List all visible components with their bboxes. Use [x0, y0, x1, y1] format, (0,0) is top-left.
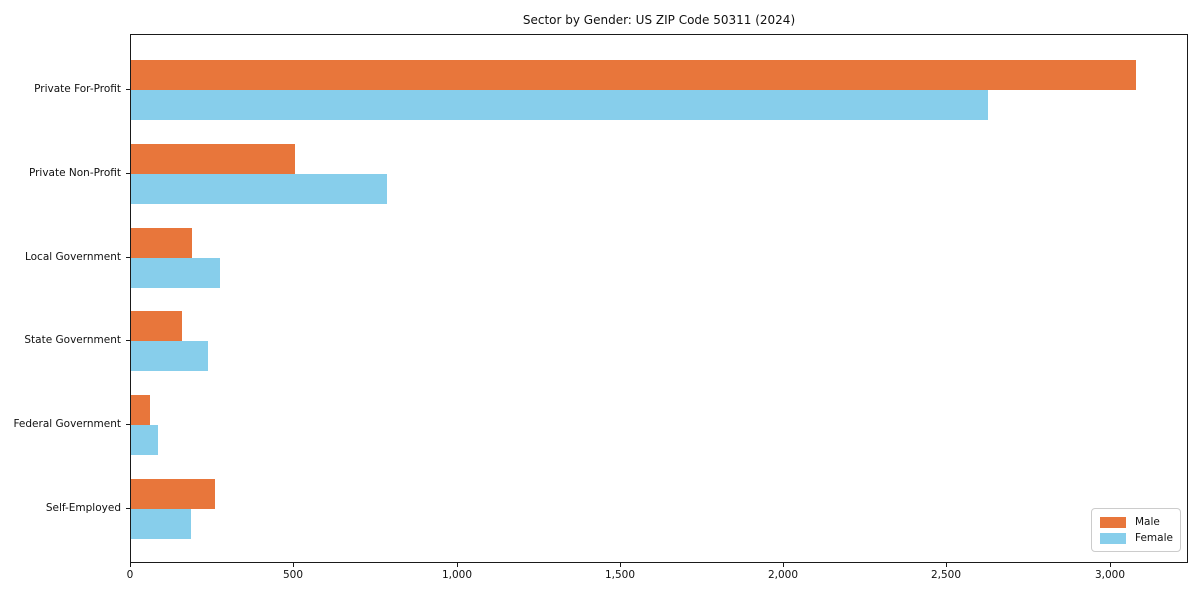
y-axis-label-5: Self-Employed — [45, 502, 121, 514]
chart-title: Sector by Gender: US ZIP Code 50311 (202… — [522, 13, 796, 27]
bar-female-0 — [131, 90, 988, 120]
x-tick-label-3: 1,500 — [604, 569, 636, 581]
bar-female-3 — [131, 341, 208, 371]
bar-female-5 — [131, 509, 191, 539]
y-tick-mark-2 — [126, 257, 130, 258]
y-axis-label-1: Private Non-Profit — [28, 167, 121, 179]
bar-female-2 — [131, 258, 220, 288]
x-tick-label-4: 2,000 — [767, 569, 799, 581]
plot-area — [130, 34, 1188, 563]
y-axis-label-0: Private For-Profit — [34, 83, 121, 95]
x-tick-mark-1 — [293, 563, 294, 567]
y-tick-mark-3 — [126, 340, 130, 341]
x-tick-mark-5 — [946, 563, 947, 567]
bar-male-5 — [131, 479, 215, 509]
bar-male-2 — [131, 228, 192, 258]
x-tick-mark-2 — [457, 563, 458, 567]
legend-item-male: Male — [1100, 516, 1172, 528]
bar-female-1 — [131, 174, 387, 204]
x-tick-mark-4 — [783, 563, 784, 567]
bar-male-3 — [131, 311, 182, 341]
bar-male-1 — [131, 144, 295, 174]
bar-male-4 — [131, 395, 150, 425]
x-tick-mark-0 — [130, 563, 131, 567]
legend: Male Female — [1091, 508, 1181, 552]
legend-label-female: Female — [1135, 532, 1173, 544]
y-tick-mark-4 — [126, 424, 130, 425]
legend-label-male: Male — [1135, 516, 1160, 528]
legend-item-female: Female — [1100, 532, 1173, 544]
female-series-swatch — [1100, 532, 1126, 544]
x-tick-label-0: 0 — [126, 569, 134, 581]
y-tick-mark-0 — [126, 89, 130, 90]
y-axis-label-2: Local Government — [24, 251, 121, 263]
x-tick-label-1: 500 — [282, 569, 304, 581]
y-tick-mark-5 — [126, 508, 130, 509]
x-tick-label-6: 3,000 — [1094, 569, 1126, 581]
x-tick-mark-3 — [620, 563, 621, 567]
y-axis-label-3: State Government — [24, 334, 121, 346]
x-tick-mark-6 — [1110, 563, 1111, 567]
y-axis-label-4: Federal Government — [13, 418, 121, 430]
x-tick-label-2: 1,000 — [441, 569, 473, 581]
bar-female-4 — [131, 425, 158, 455]
x-tick-label-5: 2,500 — [930, 569, 962, 581]
y-tick-mark-1 — [126, 173, 130, 174]
bar-male-0 — [131, 60, 1136, 90]
male-series-swatch — [1100, 516, 1126, 528]
